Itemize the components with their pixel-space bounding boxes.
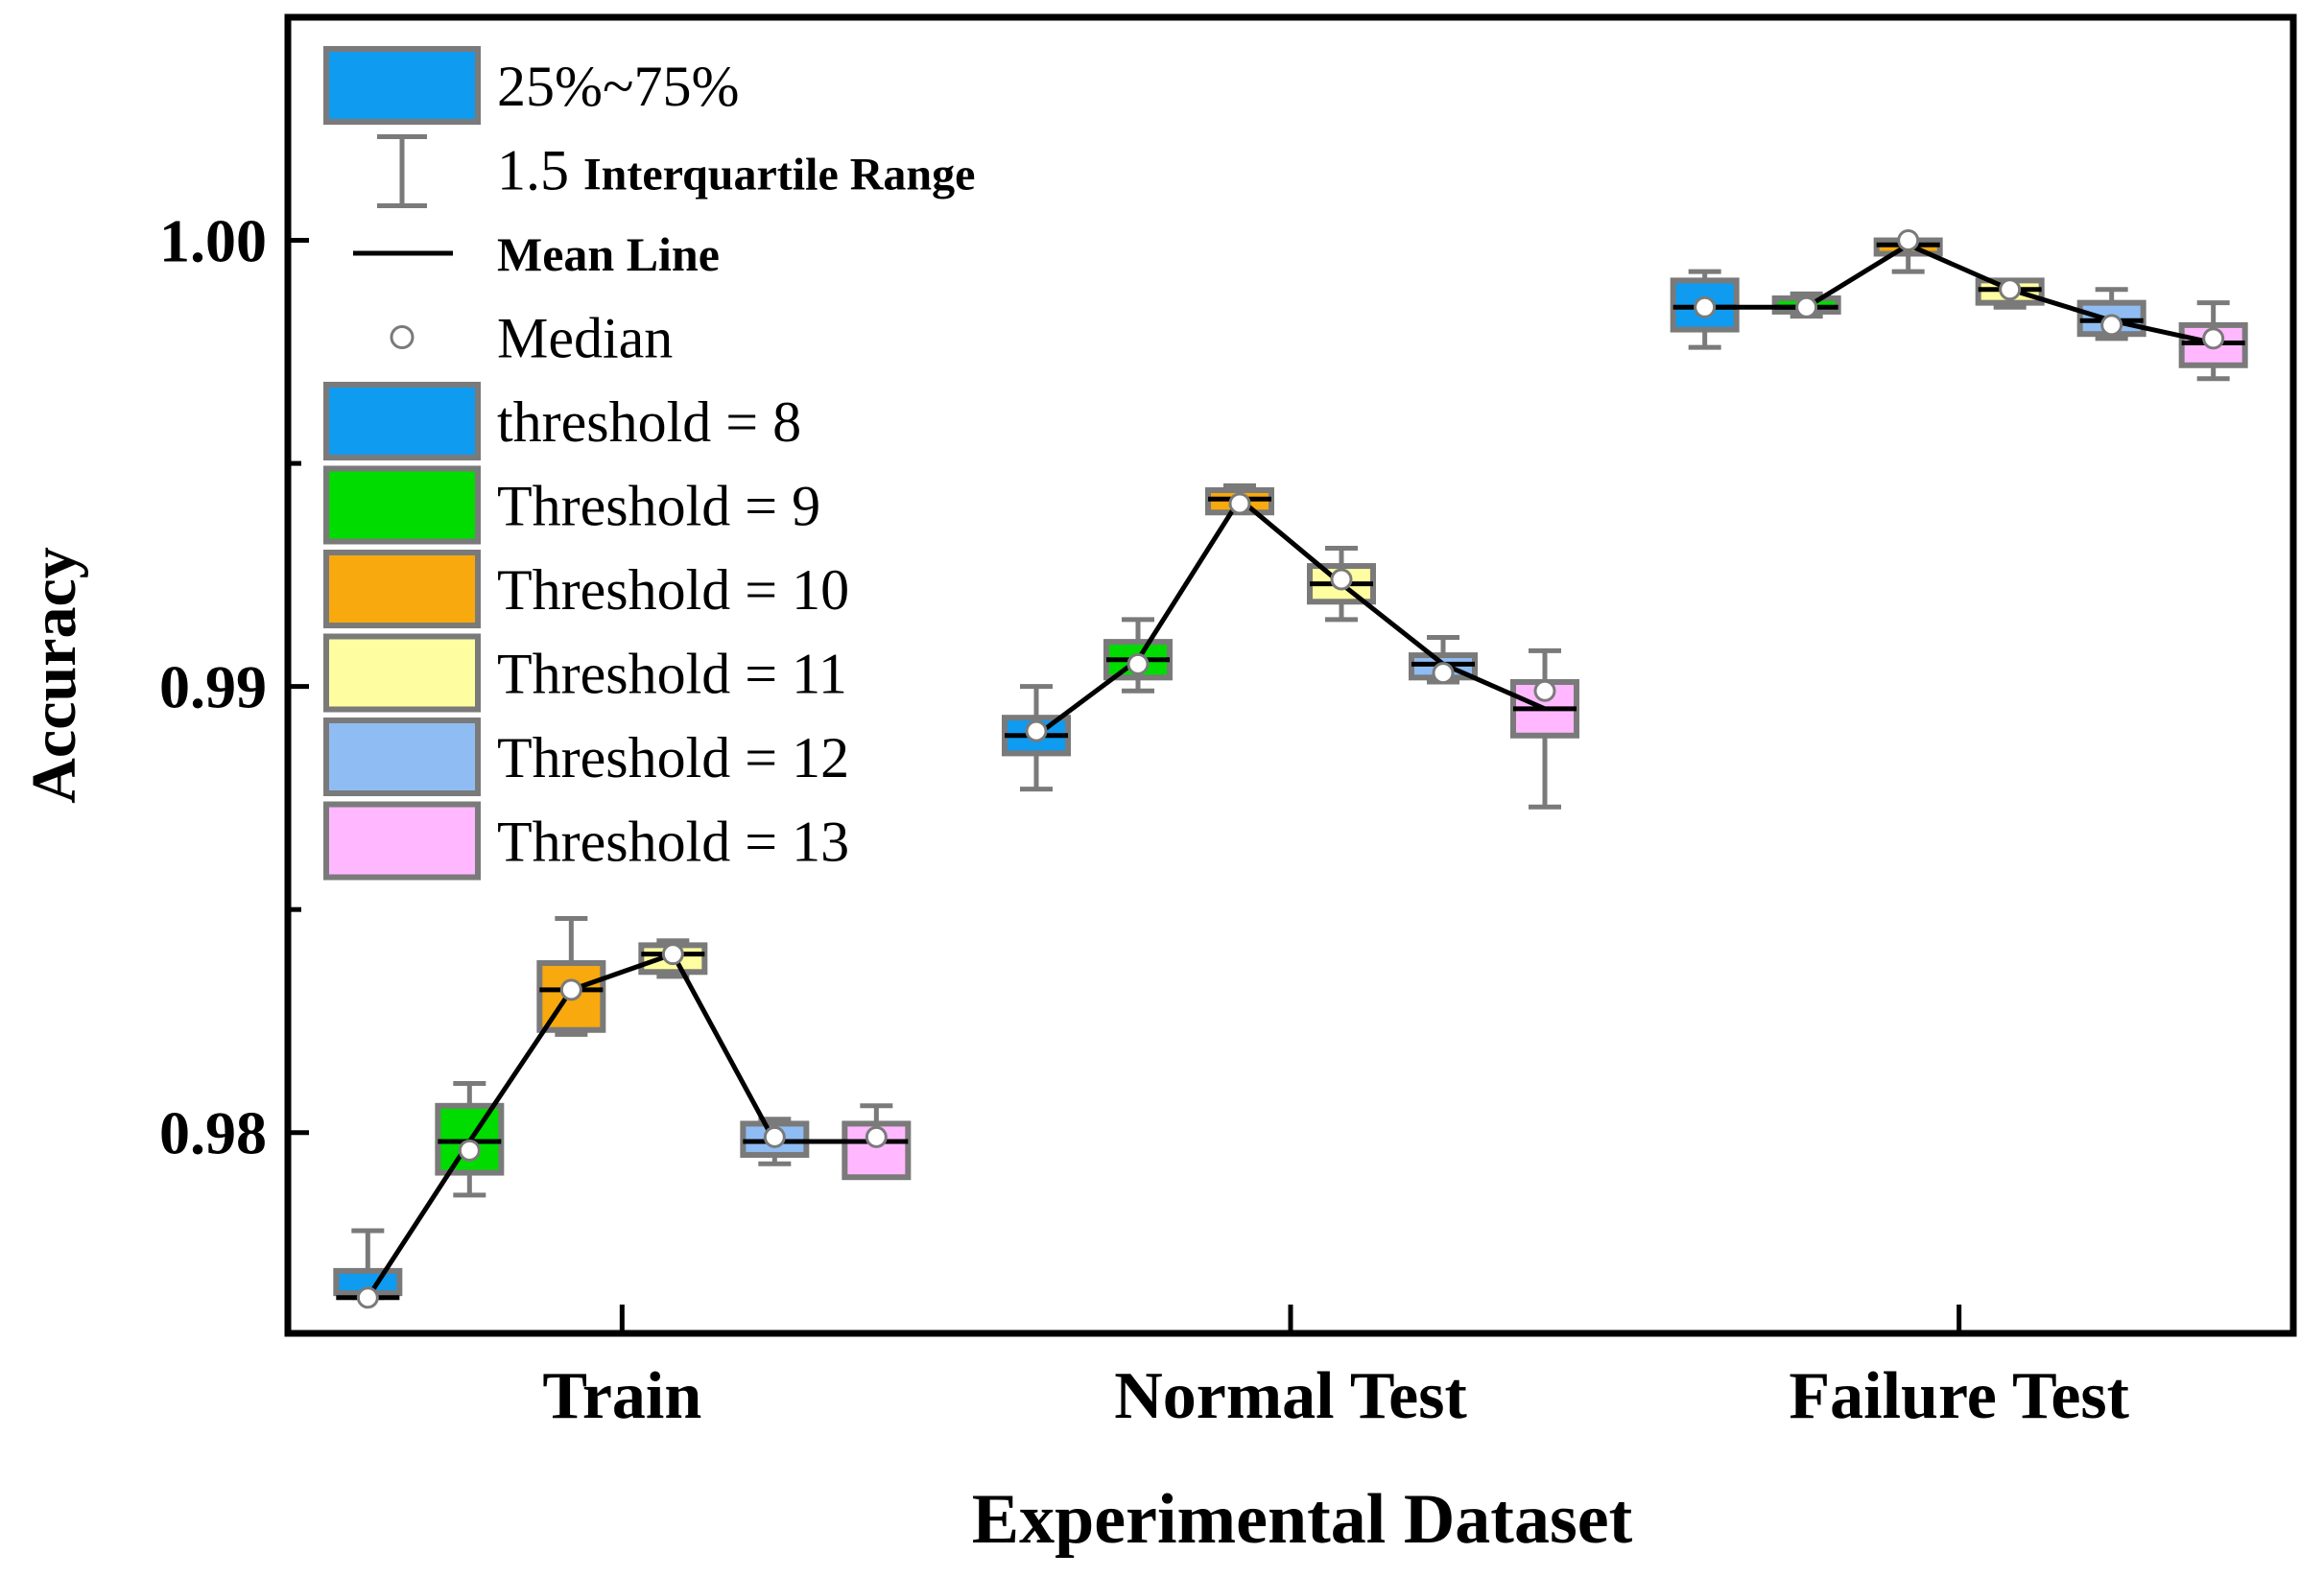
y-axis-label: Accuracy	[19, 547, 89, 804]
legend-swatch-1	[323, 465, 481, 545]
legend-label-4: Threshold = 12	[497, 726, 849, 789]
legend-iqr-swatch	[323, 46, 481, 125]
mean-line-1	[1034, 496, 1547, 738]
box-s1-c2-median	[1795, 295, 1818, 318]
box-s2-c2-median	[1897, 229, 1920, 252]
legend-swatch-2	[323, 550, 481, 628]
box-s1-c0-median	[458, 1139, 481, 1162]
x-tick-label-2: Failure Test	[1789, 1359, 2129, 1433]
mean-lines	[366, 242, 2215, 1300]
x-tick-label-0: Train	[542, 1359, 701, 1433]
legend-iqr-label: 25%~75%	[497, 55, 739, 118]
legend-label-0: threshold = 8	[497, 390, 801, 454]
x-tick-label-1: Normal Test	[1114, 1359, 1467, 1433]
legend-mean-label: Mean Line	[497, 227, 720, 281]
box-s5-c1-median	[1533, 679, 1556, 702]
box-s4-c0-median	[763, 1125, 786, 1148]
y-tick-label-1: 0.99	[159, 653, 267, 721]
legend-whisker-label: 1.5 Interquartile Range	[497, 139, 975, 202]
legend-label-1: Threshold = 9	[497, 475, 820, 538]
box-s5-c0-median	[865, 1125, 888, 1148]
box-s0-c0-median	[356, 1286, 379, 1309]
mean-line-2	[1704, 242, 2215, 345]
legend: 25%~75% 1.5 Interquartile Range Mean Line M…	[323, 46, 975, 881]
x-axis: Train Normal Test Failure Test	[542, 1305, 2129, 1433]
legend-swatch-3	[323, 633, 481, 713]
mean-line-0	[366, 952, 877, 1300]
box-s0-c1-median	[1025, 719, 1048, 742]
box-s3-c0-median	[661, 943, 684, 966]
box-s3-c1-median	[1330, 568, 1353, 591]
legend-label-2: Threshold = 10	[497, 558, 849, 622]
y-tick-label-2: 1.00	[159, 207, 267, 275]
legend-whisker-prefix: 1.5	[497, 139, 583, 202]
legend-whisker-suffix: Interquartile Range	[583, 150, 975, 200]
legend-median-label: Median	[497, 307, 673, 370]
y-axis: 0.98 0.99 1.00	[159, 207, 309, 1167]
median-markers	[356, 229, 2225, 1309]
legend-label-5: Threshold = 13	[497, 811, 849, 874]
legend-swatch-4	[323, 718, 481, 796]
legend-median-swatch	[390, 325, 415, 349]
legend-swatch-0	[323, 382, 481, 460]
box-s3-c2-median	[1999, 278, 2022, 301]
legend-label-3: Threshold = 11	[497, 643, 847, 706]
box-s0-c2-median	[1694, 295, 1717, 318]
legend-swatch-5	[323, 801, 481, 881]
box-s5-c2-median	[2202, 327, 2225, 350]
box-s4-c1-median	[1432, 662, 1455, 685]
x-axis-label: Experimental Dataset	[972, 1480, 1633, 1559]
box-s1-c1-median	[1126, 652, 1150, 675]
y-tick-label-0: 0.98	[159, 1099, 267, 1167]
box-s4-c2-median	[2100, 314, 2123, 337]
box-s2-c0-median	[559, 978, 582, 1001]
box-s2-c1-median	[1228, 492, 1251, 515]
